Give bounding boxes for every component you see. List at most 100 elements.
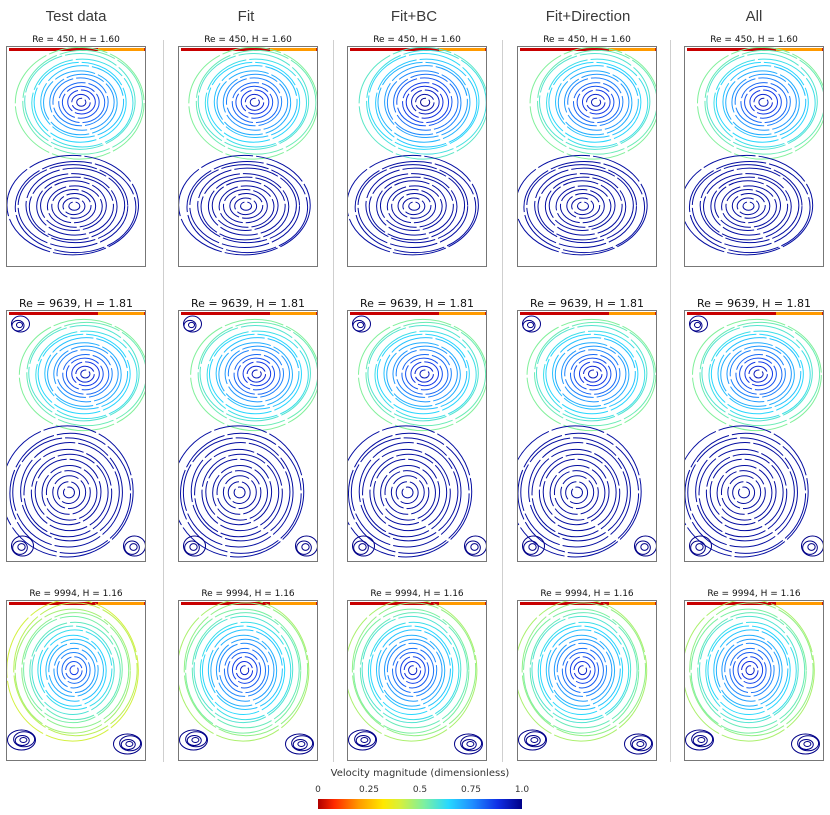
streamline	[222, 475, 257, 510]
streamline	[554, 342, 630, 407]
streamline	[531, 448, 621, 538]
streamline	[706, 52, 818, 150]
streamline	[692, 318, 822, 432]
streamline	[758, 97, 769, 107]
streamline	[216, 70, 292, 136]
streamline	[62, 353, 110, 395]
streamline	[205, 458, 273, 526]
corner-eddy-streamline	[292, 739, 308, 750]
streamline	[188, 47, 317, 160]
streamline	[753, 93, 773, 111]
streamline	[414, 365, 434, 383]
streamline	[560, 475, 595, 510]
streamline	[571, 197, 595, 216]
streamline-plot	[7, 601, 145, 755]
streamline	[697, 47, 823, 160]
streamline	[569, 353, 617, 395]
corner-eddy-streamline	[624, 733, 653, 755]
corner-eddy-streamline	[635, 540, 651, 555]
streamline	[235, 85, 274, 119]
streamline	[207, 629, 283, 711]
streamline	[534, 167, 634, 244]
streamline	[197, 167, 297, 244]
streamline	[697, 612, 806, 729]
streamline	[395, 481, 419, 505]
streamline	[548, 180, 616, 231]
streamline	[731, 73, 797, 131]
streamline	[689, 602, 814, 737]
streamline-panel	[347, 46, 487, 267]
streamline	[741, 661, 759, 680]
panel-title: Re = 450, H = 1.60	[710, 35, 798, 45]
streamline	[732, 652, 767, 689]
streamline	[548, 61, 642, 143]
streamline	[179, 425, 305, 558]
streamline	[546, 58, 649, 148]
streamline	[576, 85, 615, 119]
streamline	[732, 481, 756, 505]
corner-eddy-streamline	[630, 735, 653, 752]
streamline	[231, 656, 258, 684]
streamline	[14, 47, 145, 160]
streamline	[179, 154, 311, 256]
streamline	[687, 437, 798, 548]
streamline	[535, 324, 648, 422]
streamline	[359, 612, 468, 729]
streamline	[26, 321, 145, 427]
streamline	[21, 612, 130, 729]
corner-eddy-streamline	[358, 543, 367, 551]
corner-eddy-streamline	[528, 543, 537, 551]
streamline	[587, 369, 599, 379]
streamline	[720, 470, 766, 515]
streamline	[62, 197, 86, 216]
lid-velocity-strip	[687, 48, 823, 51]
streamline	[529, 612, 638, 729]
streamline-panel	[347, 600, 487, 761]
streamline	[567, 77, 624, 127]
corner-eddy-streamline	[19, 737, 28, 743]
lid-velocity-strip	[609, 48, 656, 51]
streamline	[224, 345, 290, 403]
corner-eddy-streamline	[636, 741, 645, 747]
corner-eddy-streamline	[692, 735, 708, 746]
streamline	[61, 656, 88, 684]
lid-velocity-strip	[9, 312, 145, 315]
corner-eddy-streamline	[454, 733, 483, 755]
streamline	[229, 192, 264, 219]
streamline	[46, 185, 103, 228]
streamline	[402, 197, 426, 216]
streamline	[211, 180, 279, 231]
corner-eddy-streamline	[16, 321, 23, 329]
streamline	[28, 324, 140, 422]
streamline	[392, 345, 458, 403]
corner-eddy-streamline	[691, 731, 714, 748]
streamline	[549, 465, 606, 521]
streamline	[199, 324, 311, 422]
streamline	[233, 486, 246, 499]
streamline	[735, 353, 783, 395]
streamline	[569, 656, 596, 684]
streamline	[715, 61, 809, 143]
streamline	[391, 189, 437, 224]
corner-eddy-streamline	[183, 535, 206, 557]
streamline	[376, 176, 454, 236]
streamline	[572, 82, 620, 124]
streamline	[528, 442, 628, 542]
corner-eddy-streamline	[525, 735, 541, 746]
streamline	[573, 661, 591, 680]
streamline	[34, 458, 102, 526]
panel-title: Re = 9639, H = 1.81	[359, 297, 475, 310]
streamline	[545, 333, 639, 415]
streamline	[556, 642, 608, 697]
panel-title: Re = 9639, H = 1.81	[529, 297, 645, 310]
corner-eddy-streamline	[689, 535, 712, 557]
streamline	[408, 201, 421, 211]
streamline	[350, 437, 462, 548]
streamline	[225, 77, 283, 127]
streamline	[415, 93, 435, 111]
corner-eddy-streamline	[189, 543, 198, 551]
corner-eddy-streamline	[186, 735, 202, 746]
streamline	[373, 458, 441, 526]
corner-eddy-streamline	[460, 735, 483, 752]
streamline	[537, 621, 630, 721]
